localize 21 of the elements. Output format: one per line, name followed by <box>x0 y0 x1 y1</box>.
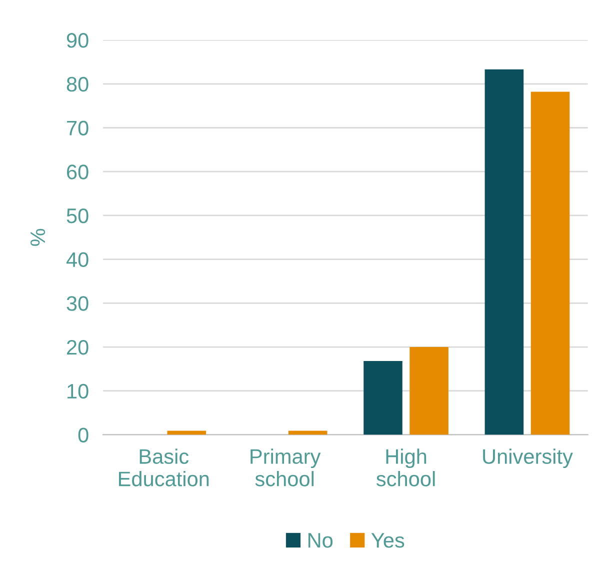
x-tick-label: High school <box>376 448 435 486</box>
y-tick-label: 60 <box>67 164 88 180</box>
y-tick-label: 70 <box>67 120 88 136</box>
bar <box>530 92 570 435</box>
y-tick-label: 80 <box>66 76 88 92</box>
bar <box>484 69 524 435</box>
x-tick-label: Primary school <box>250 448 321 486</box>
y-tick-label: 0 <box>78 428 88 442</box>
legend-label: Yes <box>371 533 404 548</box>
bar <box>364 361 402 435</box>
y-tick-label: 90 <box>66 33 88 48</box>
y-axis-title: % <box>30 228 46 246</box>
y-tick-label: 50 <box>66 208 88 224</box>
y-tick-label: 30 <box>66 296 88 311</box>
y-tick-label: 10 <box>68 384 88 399</box>
legend-label: No <box>308 533 333 548</box>
y-tick-label: 20 <box>67 340 88 355</box>
y-tick-label: 40 <box>66 252 88 268</box>
x-tick-label: University <box>483 448 573 468</box>
bar <box>410 347 448 435</box>
x-tick-label: Basic Education <box>119 448 209 486</box>
